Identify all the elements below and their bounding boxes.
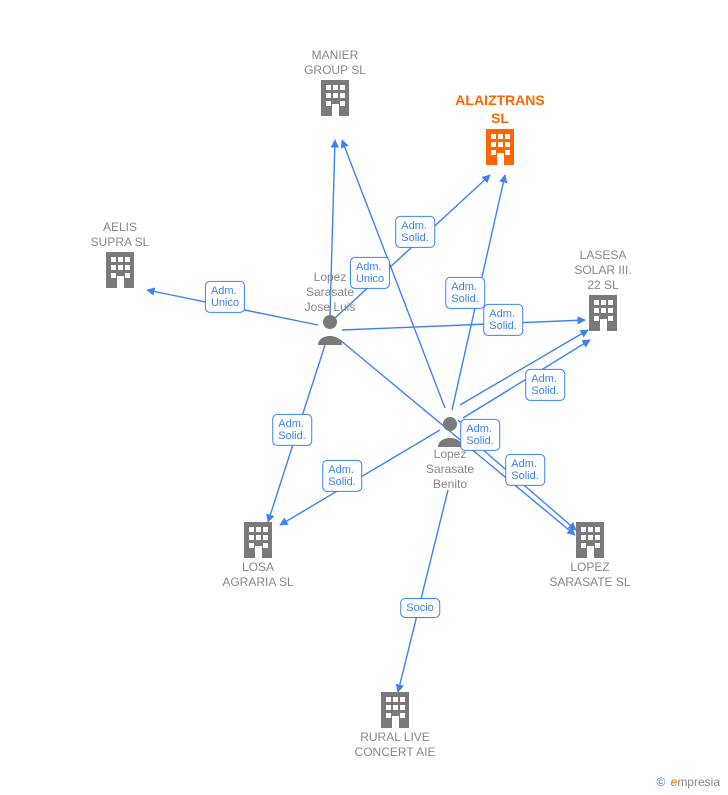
edge-label-joseluis-alaiz: Adm. Unico <box>350 257 390 289</box>
edge-label-benito-lasesa: Adm. Solid. <box>483 304 523 336</box>
company-node-aelis[interactable]: AELIS SUPRA SL <box>65 220 175 290</box>
edge-label-benito-alaiz: Adm. Solid. <box>445 277 485 309</box>
node-label: LOPEZ SARASATE SL <box>535 560 645 590</box>
person-icon <box>315 313 345 345</box>
building-icon <box>317 78 353 118</box>
edge-label-benito-manier: Adm. Solid. <box>395 216 435 248</box>
edge-benito-lasesa <box>460 330 588 405</box>
building-icon <box>377 690 413 730</box>
footer-credit: © empresia <box>656 775 720 789</box>
company-node-losa[interactable]: LOSA AGRARIA SL <box>203 520 313 590</box>
copyright-symbol: © <box>656 775 665 789</box>
node-label: LASESA SOLAR III. 22 SL <box>548 248 658 293</box>
network-canvas: MANIER GROUP SL ALAIZTRANS SL AELIS SUPR… <box>0 0 728 795</box>
building-icon <box>572 520 608 560</box>
building-icon <box>482 127 518 167</box>
building-icon <box>240 520 276 560</box>
edge-label-benito-lopezsl: Adm. Solid. <box>505 454 545 486</box>
edge-label-benito-rural: Socio <box>400 598 440 618</box>
node-label: ALAIZTRANS SL <box>445 92 555 127</box>
company-node-lopezsl[interactable]: LOPEZ SARASATE SL <box>535 520 645 590</box>
node-label: MANIER GROUP SL <box>280 48 390 78</box>
brand-rest: mpresia <box>677 775 720 789</box>
building-icon <box>102 250 138 290</box>
edge-benito-rural <box>398 490 448 692</box>
edges-layer <box>0 0 728 795</box>
edge-label-benito-losa: Adm. Solid. <box>322 460 362 492</box>
node-label: RURAL LIVE CONCERT AIE <box>340 730 450 760</box>
building-icon <box>585 293 621 333</box>
company-node-alaiz[interactable]: ALAIZTRANS SL <box>445 92 555 167</box>
edge-label-benito-lasesa: Adm. Solid. <box>525 369 565 401</box>
edge-label-joseluis-losa: Adm. Solid. <box>272 414 312 446</box>
node-label: AELIS SUPRA SL <box>65 220 175 250</box>
company-node-lasesa[interactable]: LASESA SOLAR III. 22 SL <box>548 248 658 333</box>
node-label: Lopez Sarasate Benito <box>395 447 505 492</box>
node-label: LOSA AGRARIA SL <box>203 560 313 590</box>
company-node-rural[interactable]: RURAL LIVE CONCERT AIE <box>340 690 450 760</box>
company-node-manier[interactable]: MANIER GROUP SL <box>280 48 390 118</box>
edge-label-joseluis-aelis: Adm. Unico <box>205 281 245 313</box>
edge-label-benito-benito: Adm. Solid. <box>460 419 500 451</box>
